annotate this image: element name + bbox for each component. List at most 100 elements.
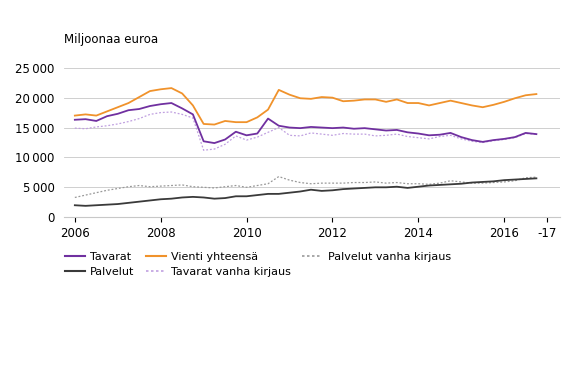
Tavarat vanha kirjaus — [200, 148, 207, 153]
Palvelut — [318, 189, 325, 193]
Palvelut — [372, 185, 379, 189]
Vienti yhteensä — [382, 100, 389, 104]
Palvelut vanha kirjaus — [254, 183, 260, 188]
Palvelut vanha kirjaus — [243, 185, 250, 189]
Vienti yhteensä — [82, 112, 89, 116]
Line: Palvelut: Palvelut — [75, 178, 536, 206]
Vienti yhteensä — [469, 103, 476, 108]
Palvelut — [361, 186, 368, 190]
Palvelut vanha kirjaus — [200, 185, 207, 189]
Palvelut vanha kirjaus — [436, 181, 443, 185]
Palvelut — [458, 181, 465, 186]
Tavarat vanha kirjaus — [125, 119, 132, 124]
Vienti yhteensä — [243, 120, 250, 124]
Palvelut — [415, 185, 422, 189]
Palvelut — [179, 195, 186, 200]
Tavarat — [512, 135, 519, 139]
Tavarat — [93, 119, 99, 123]
Vienti yhteensä — [114, 105, 121, 110]
Vienti yhteensä — [232, 120, 239, 124]
Tavarat vanha kirjaus — [447, 133, 454, 138]
Tavarat — [480, 140, 486, 144]
Palvelut — [104, 203, 110, 207]
Tavarat — [243, 133, 250, 138]
Tavarat vanha kirjaus — [361, 132, 368, 136]
Tavarat — [382, 128, 389, 133]
Vienti yhteensä — [458, 101, 465, 105]
Tavarat vanha kirjaus — [404, 134, 411, 139]
Palvelut vanha kirjaus — [147, 185, 154, 189]
Tavarat — [179, 106, 186, 111]
Vienti yhteensä — [93, 114, 99, 118]
Tavarat vanha kirjaus — [426, 137, 432, 141]
Palvelut — [243, 194, 250, 199]
Tavarat vanha kirjaus — [522, 131, 529, 136]
Vienti yhteensä — [501, 100, 508, 104]
Palvelut vanha kirjaus — [82, 193, 89, 197]
Palvelut vanha kirjaus — [404, 181, 411, 186]
Tavarat — [522, 131, 529, 135]
Tavarat vanha kirjaus — [318, 132, 325, 136]
Tavarat vanha kirjaus — [82, 127, 89, 131]
Palvelut vanha kirjaus — [136, 183, 143, 188]
Tavarat vanha kirjaus — [458, 137, 465, 141]
Tavarat — [114, 112, 121, 116]
Tavarat vanha kirjaus — [71, 126, 78, 130]
Palvelut — [136, 199, 143, 204]
Vienti yhteensä — [168, 86, 175, 90]
Palvelut — [114, 202, 121, 206]
Tavarat vanha kirjaus — [93, 125, 99, 129]
Palvelut vanha kirjaus — [308, 181, 315, 186]
Tavarat vanha kirjaus — [286, 133, 293, 138]
Palvelut — [522, 177, 529, 181]
Vienti yhteensä — [393, 97, 400, 101]
Vienti yhteensä — [512, 96, 519, 100]
Palvelut — [512, 177, 519, 182]
Tavarat — [533, 132, 540, 136]
Tavarat — [189, 112, 196, 116]
Vienti yhteensä — [404, 101, 411, 105]
Tavarat — [211, 141, 218, 145]
Palvelut vanha kirjaus — [189, 185, 196, 189]
Palvelut — [350, 186, 357, 191]
Vienti yhteensä — [361, 97, 368, 101]
Tavarat — [104, 114, 110, 118]
Tavarat vanha kirjaus — [533, 132, 540, 136]
Vienti yhteensä — [200, 122, 207, 126]
Tavarat — [501, 137, 508, 141]
Palvelut vanha kirjaus — [125, 185, 132, 189]
Palvelut vanha kirjaus — [426, 182, 432, 187]
Tavarat vanha kirjaus — [243, 138, 250, 142]
Tavarat vanha kirjaus — [275, 125, 282, 130]
Tavarat — [275, 124, 282, 128]
Palvelut vanha kirjaus — [179, 183, 186, 187]
Tavarat vanha kirjaus — [264, 130, 271, 135]
Palvelut — [232, 194, 239, 199]
Vienti yhteensä — [286, 92, 293, 97]
Tavarat vanha kirjaus — [436, 134, 443, 139]
Palvelut vanha kirjaus — [512, 178, 519, 183]
Palvelut vanha kirjaus — [393, 180, 400, 185]
Vienti yhteensä — [211, 122, 218, 127]
Palvelut vanha kirjaus — [211, 186, 218, 190]
Tavarat — [157, 102, 164, 107]
Palvelut vanha kirjaus — [350, 180, 357, 185]
Vienti yhteensä — [372, 97, 379, 101]
Vienti yhteensä — [308, 97, 315, 101]
Palvelut vanha kirjaus — [318, 181, 325, 185]
Vienti yhteensä — [254, 115, 260, 120]
Palvelut vanha kirjaus — [221, 185, 228, 189]
Palvelut — [393, 185, 400, 189]
Palvelut — [200, 195, 207, 200]
Palvelut vanha kirjaus — [522, 176, 529, 180]
Vienti yhteensä — [147, 89, 154, 93]
Vienti yhteensä — [340, 99, 347, 103]
Vienti yhteensä — [447, 99, 454, 103]
Palvelut vanha kirjaus — [447, 178, 454, 183]
Vienti yhteensä — [179, 91, 186, 96]
Palvelut — [71, 203, 78, 207]
Palvelut — [211, 196, 218, 201]
Tavarat — [136, 107, 143, 111]
Tavarat vanha kirjaus — [104, 124, 110, 128]
Tavarat — [372, 127, 379, 131]
